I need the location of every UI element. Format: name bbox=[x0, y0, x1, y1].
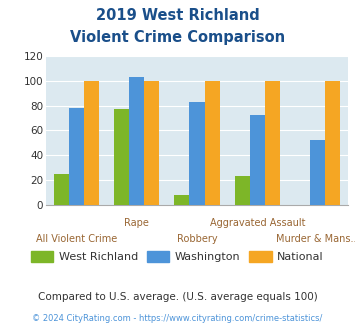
Text: All Violent Crime: All Violent Crime bbox=[36, 234, 117, 244]
Bar bbox=[174, 195, 190, 205]
Text: 2019 West Richland: 2019 West Richland bbox=[95, 8, 260, 23]
Text: Rape: Rape bbox=[124, 218, 149, 228]
Bar bbox=[69, 108, 84, 205]
Text: Compared to U.S. average. (U.S. average equals 100): Compared to U.S. average. (U.S. average … bbox=[38, 292, 317, 302]
Bar bbox=[310, 140, 325, 205]
Bar bbox=[325, 81, 340, 205]
Bar bbox=[144, 81, 159, 205]
Bar bbox=[235, 176, 250, 205]
Bar bbox=[129, 77, 144, 205]
Bar bbox=[54, 174, 69, 205]
Text: Violent Crime Comparison: Violent Crime Comparison bbox=[70, 30, 285, 45]
Legend: West Richland, Washington, National: West Richland, Washington, National bbox=[27, 247, 328, 267]
Bar bbox=[250, 115, 265, 205]
Text: Robbery: Robbery bbox=[177, 234, 217, 244]
Text: Murder & Mans...: Murder & Mans... bbox=[276, 234, 355, 244]
Bar bbox=[265, 81, 280, 205]
Text: Aggravated Assault: Aggravated Assault bbox=[209, 218, 305, 228]
Bar bbox=[114, 109, 129, 205]
Text: © 2024 CityRating.com - https://www.cityrating.com/crime-statistics/: © 2024 CityRating.com - https://www.city… bbox=[32, 314, 323, 323]
Bar bbox=[84, 81, 99, 205]
Bar bbox=[190, 102, 204, 205]
Bar bbox=[204, 81, 220, 205]
